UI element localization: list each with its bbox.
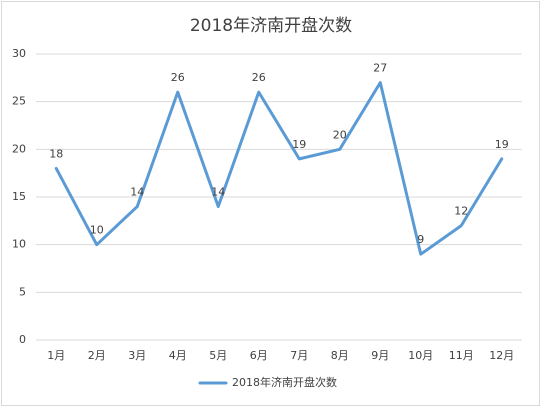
data-label: 19 bbox=[495, 138, 509, 151]
x-tick-label: 3月 bbox=[128, 349, 146, 362]
x-tick-label: 1月 bbox=[47, 349, 65, 362]
x-tick-label: 12月 bbox=[489, 349, 514, 362]
x-tick-label: 8月 bbox=[331, 349, 349, 362]
data-label: 19 bbox=[292, 138, 306, 151]
x-tick-label: 11月 bbox=[449, 349, 474, 362]
x-tick-label: 5月 bbox=[209, 349, 227, 362]
x-tick-label: 9月 bbox=[371, 349, 389, 362]
x-tick-label: 4月 bbox=[169, 349, 187, 362]
y-tick-label: 5 bbox=[19, 285, 26, 298]
chart-title: 2018年济南开盘次数 bbox=[190, 16, 352, 36]
data-label: 26 bbox=[252, 71, 266, 84]
x-tick-label: 6月 bbox=[250, 349, 268, 362]
data-label: 27 bbox=[373, 62, 387, 75]
y-tick-label: 25 bbox=[12, 95, 26, 108]
data-label: 12 bbox=[454, 205, 468, 218]
x-tick-label: 10月 bbox=[408, 349, 433, 362]
y-tick-label: 0 bbox=[19, 333, 26, 346]
y-tick-label: 10 bbox=[12, 238, 26, 251]
data-label: 10 bbox=[90, 224, 104, 237]
legend-label: 2018年济南开盘次数 bbox=[232, 375, 337, 389]
data-line bbox=[54, 81, 504, 256]
x-tick-label: 2月 bbox=[88, 349, 106, 362]
data-label: 26 bbox=[171, 71, 185, 84]
data-label: 20 bbox=[333, 128, 347, 141]
y-tick-label: 30 bbox=[12, 47, 26, 60]
data-label: 14 bbox=[211, 186, 225, 199]
x-tick-label: 7月 bbox=[290, 349, 308, 362]
y-tick-label: 15 bbox=[12, 190, 26, 203]
data-label: 18 bbox=[49, 147, 63, 160]
data-label: 14 bbox=[130, 186, 144, 199]
data-label: 9 bbox=[417, 233, 424, 246]
y-tick-label: 20 bbox=[12, 142, 26, 155]
